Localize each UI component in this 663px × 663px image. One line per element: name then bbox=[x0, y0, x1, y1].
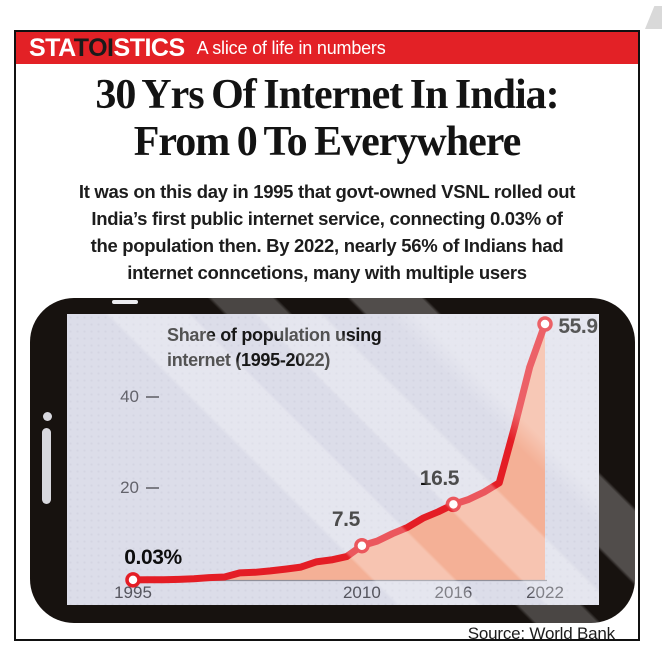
infographic-frame: STATOISTICS A slice of life in numbers 3… bbox=[14, 30, 640, 643]
brand-logo-pre: STA bbox=[29, 33, 74, 62]
masthead-tagline: A slice of life in numbers bbox=[196, 37, 386, 58]
x-axis-label-1995: 1995 bbox=[114, 583, 152, 602]
headline: 30 Yrs Of Internet In India: From 0 To E… bbox=[16, 72, 638, 166]
data-point-marker bbox=[125, 572, 141, 588]
value-label-2010: 7.5 bbox=[331, 507, 360, 531]
y-tick-value: 40 bbox=[120, 386, 139, 406]
phone-camera-icon bbox=[43, 412, 52, 421]
data-point-marker bbox=[445, 496, 462, 513]
phone-frame: Share of population using internet (1995… bbox=[30, 298, 635, 623]
x-axis-label-2010: 2010 bbox=[342, 583, 381, 602]
y-tick-dash bbox=[146, 395, 159, 398]
intro-line-2: India’s first public internet service, c… bbox=[91, 208, 563, 229]
phone-screen: Share of population using internet (1995… bbox=[67, 314, 599, 605]
brand-logo: STATOISTICS bbox=[29, 33, 186, 62]
y-tick-40: 40 bbox=[87, 386, 159, 408]
value-label-2022: 55.9 bbox=[558, 315, 598, 338]
masthead-bar: STATOISTICS A slice of life in numbers bbox=[16, 32, 638, 64]
trend-line bbox=[129, 320, 549, 584]
intro-line-3: the population then. By 2022, nearly 56%… bbox=[90, 235, 564, 256]
y-tick-value: 20 bbox=[120, 478, 139, 498]
phone-side-button bbox=[42, 428, 51, 504]
y-tick-20: 20 bbox=[87, 477, 159, 499]
area-fill bbox=[133, 324, 545, 580]
intro-line-1: It was on this day in 1995 that govt-own… bbox=[78, 181, 576, 202]
brand-logo-toi: TOI bbox=[73, 33, 114, 62]
value-label-1995: 0.03% bbox=[124, 545, 182, 569]
phone-earpiece-highlight bbox=[112, 300, 138, 304]
data-point-marker bbox=[354, 537, 370, 554]
headline-line-1: 30 Yrs Of Internet In India: bbox=[95, 72, 559, 118]
x-axis-label-2016: 2016 bbox=[434, 583, 473, 602]
source-credit: Source: World Bank bbox=[467, 624, 615, 643]
brand-logo-post: STICS bbox=[113, 33, 186, 62]
page-corner-decoration bbox=[645, 6, 662, 29]
y-tick-dash bbox=[146, 487, 159, 490]
internet-usage-area-chart bbox=[125, 316, 553, 588]
intro-line-4: internet conncetions, many with multiple… bbox=[127, 262, 527, 283]
data-point-marker bbox=[537, 316, 553, 332]
intro-paragraph: It was on this day in 1995 that govt-own… bbox=[16, 178, 638, 286]
x-axis-label-2022: 2022 bbox=[526, 583, 564, 602]
value-label-2016: 16.5 bbox=[419, 467, 460, 491]
headline-line-2: From 0 To Everywhere bbox=[133, 119, 522, 165]
chart-title: Share of population using internet (1995… bbox=[167, 325, 382, 370]
